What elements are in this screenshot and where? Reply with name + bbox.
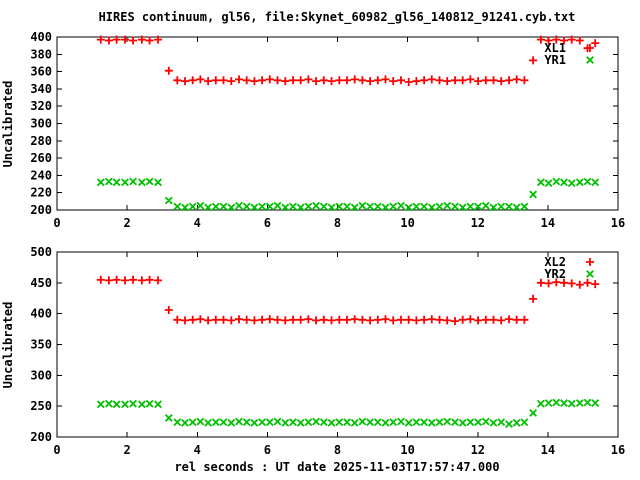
chart-title: HIRES continuum, gl56, file:Skynet_60982… xyxy=(99,10,576,25)
x-tick-label: 8 xyxy=(334,216,341,230)
legend-marker-XL1-icon xyxy=(586,44,594,52)
y-tick-label: 400 xyxy=(30,307,52,321)
plot-panels: 0 2 4 6 8 10 12 14 16200220240260280300320340360… xyxy=(30,30,625,457)
panel-top: 0 2 4 6 8 10 12 14 16 200 220 240 260 280 300 320 340 360… xyxy=(30,30,625,230)
x-tick-label: 12 xyxy=(471,216,485,230)
y-axis-label-top: Uncalibrated xyxy=(1,81,15,168)
y-tick-label: 350 xyxy=(30,338,52,352)
x-tick-label: 10 xyxy=(400,216,414,230)
y-tick-label: 240 xyxy=(30,168,52,182)
legend-marker-YR1-icon xyxy=(586,56,594,64)
y-tick-label: 200 xyxy=(30,430,52,444)
y-tick-label: 280 xyxy=(30,134,52,148)
legend-label-XL1: XL1 xyxy=(544,41,566,55)
y-tick-label: 320 xyxy=(30,99,52,113)
y-tick-label: 500 xyxy=(30,245,52,259)
series-XL1-points xyxy=(96,35,600,86)
legend-label-YR1: YR1 xyxy=(544,53,566,67)
x-axis-label: rel seconds : UT date 2025-11-03T17:57:4… xyxy=(174,460,499,474)
y-tick-label: 200 xyxy=(30,203,52,217)
legend-label-XL2: XL2 xyxy=(544,255,566,269)
x-tick-label: 14 xyxy=(541,216,555,230)
y-tick-label: 380 xyxy=(30,47,52,61)
legend-marker-XL2-icon xyxy=(586,258,594,266)
y-tick-label: 400 xyxy=(30,30,52,44)
x-tick-label: 4 xyxy=(194,443,201,457)
y-tick-label: 450 xyxy=(30,276,52,290)
y-tick-label: 300 xyxy=(30,117,52,131)
x-tick-label: 2 xyxy=(123,443,130,457)
y-tick-label: 340 xyxy=(30,82,52,96)
series-YR1-points xyxy=(96,177,600,212)
x-tick-label: 8 xyxy=(334,443,341,457)
y-tick-label: 300 xyxy=(30,368,52,382)
x-tick-label: 6 xyxy=(264,216,271,230)
y-tick-label: 220 xyxy=(30,186,52,200)
y-axis-label-bottom: Uncalibrated xyxy=(1,302,15,389)
legend-marker-YR2-icon xyxy=(586,270,594,278)
axis-ticks xyxy=(56,251,619,438)
x-tick-label: 0 xyxy=(53,216,60,230)
y-tick-label: 260 xyxy=(30,151,52,165)
y-tick-label: 250 xyxy=(30,399,52,413)
x-tick-label: 0 xyxy=(53,443,60,457)
x-tick-label: 14 xyxy=(541,443,555,457)
legend-label-YR2: YR2 xyxy=(544,267,566,281)
x-tick-label: 10 xyxy=(400,443,414,457)
x-tick-label: 6 xyxy=(264,443,271,457)
series-YR2-points xyxy=(96,398,600,429)
series-XL2-points xyxy=(96,275,600,326)
x-tick-label: 12 xyxy=(471,443,485,457)
x-tick-label: 2 xyxy=(123,216,130,230)
y-tick-label: 360 xyxy=(30,65,52,79)
x-tick-label: 4 xyxy=(194,216,201,230)
x-tick-label: 16 xyxy=(611,443,625,457)
x-tick-label: 16 xyxy=(611,216,625,230)
